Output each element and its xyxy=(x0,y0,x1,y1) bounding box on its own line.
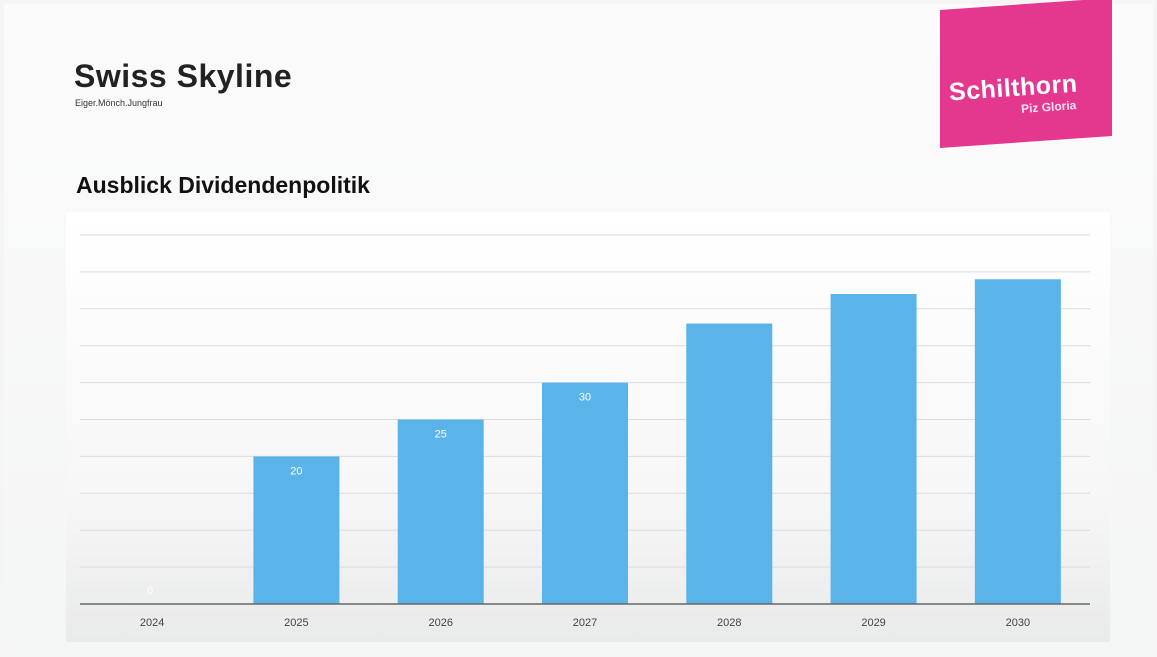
bar xyxy=(542,382,628,604)
bar xyxy=(686,323,773,604)
x-tick-label: 2029 xyxy=(861,617,885,629)
x-tick-label: 2030 xyxy=(1006,617,1030,629)
data-label: 0 xyxy=(147,585,153,597)
section-title: Ausblick Dividendenpolitik xyxy=(76,172,370,198)
x-tick-label: 2026 xyxy=(428,617,452,629)
bar xyxy=(397,419,484,604)
page-title: Swiss Skyline xyxy=(74,58,293,94)
data-label: 20 xyxy=(290,465,302,477)
page-subtitle: Eiger.Mönch.Jungfrau xyxy=(75,98,163,108)
data-label: 25 xyxy=(435,429,447,441)
x-tick-label: 2025 xyxy=(284,617,308,629)
bar xyxy=(830,294,917,604)
x-tick-label: 2027 xyxy=(573,617,597,629)
data-label: 30 xyxy=(579,392,591,404)
bar xyxy=(253,456,340,604)
x-tick-label: 2024 xyxy=(140,617,164,629)
bar xyxy=(974,279,1061,604)
x-tick-label: 2028 xyxy=(717,617,741,629)
